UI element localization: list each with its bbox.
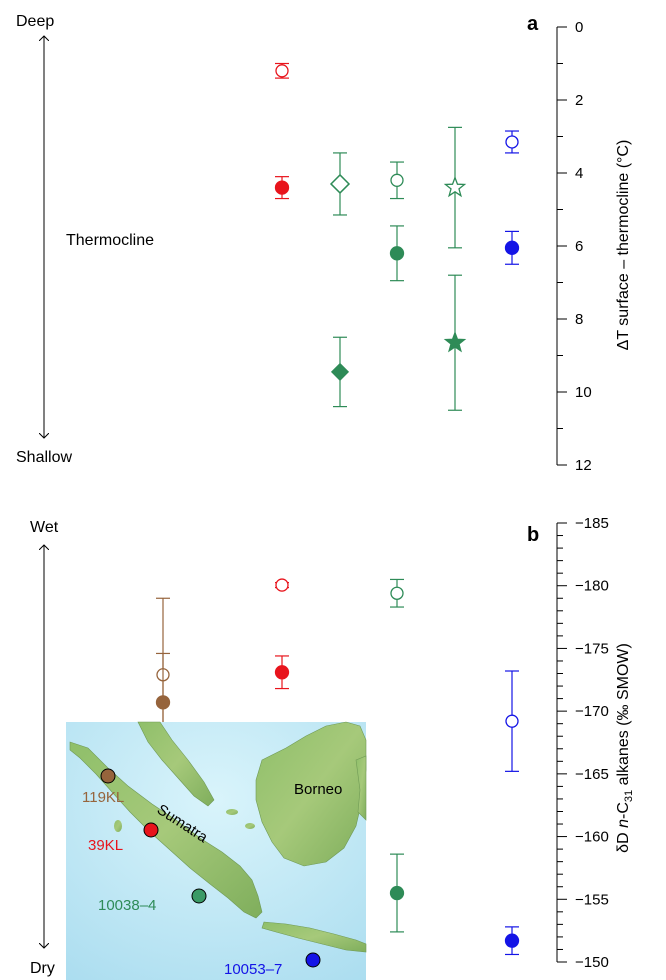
points-a bbox=[274, 62, 520, 411]
data-point-a-6 bbox=[443, 126, 467, 249]
wet-label: Wet bbox=[30, 519, 59, 536]
marker-circle-filled bbox=[389, 246, 405, 261]
marker-diamond-filled bbox=[330, 362, 350, 381]
marker-star-filled bbox=[443, 330, 467, 353]
data-point-b-6 bbox=[505, 670, 519, 772]
site-marker-119kl bbox=[100, 768, 116, 784]
shallow-label: Shallow bbox=[16, 449, 72, 466]
data-point-b-5 bbox=[389, 853, 405, 933]
data-point-a-1 bbox=[274, 176, 290, 200]
marker-circle-filled bbox=[504, 240, 520, 255]
site-marker-10038-4 bbox=[191, 888, 207, 904]
data-point-a-2 bbox=[329, 152, 351, 216]
y-tick-label-b: −185 bbox=[575, 515, 609, 532]
y-axis-label-b: δD n-C31 alkanes (‰ SMOW) bbox=[615, 643, 635, 853]
marker-circle-filled bbox=[274, 180, 290, 195]
data-point-a-3 bbox=[330, 336, 350, 408]
inset-map: Borneo Sumatra 119KL 39KL 10038–4 10053–… bbox=[66, 721, 367, 980]
marker-circle-open bbox=[390, 173, 404, 187]
marker-circle-open bbox=[275, 64, 289, 78]
marker-circle-open bbox=[505, 135, 519, 149]
marker-circle-filled bbox=[389, 885, 405, 901]
deep-label: Deep bbox=[16, 13, 54, 30]
y-tick-label-a: 0 bbox=[575, 19, 583, 36]
thermocline-label: Thermocline bbox=[66, 232, 154, 249]
map-label-borneo: Borneo bbox=[294, 781, 342, 798]
y-tick-label-b: −150 bbox=[575, 954, 609, 971]
y-label-b-n: n bbox=[615, 819, 632, 828]
marker-circle-filled bbox=[155, 695, 171, 710]
data-point-b-7 bbox=[504, 926, 520, 956]
site-marker-39kl bbox=[143, 822, 159, 838]
panel-a-letter: a bbox=[527, 13, 539, 35]
data-point-a-4 bbox=[390, 161, 404, 200]
y-label-b-c: -C bbox=[615, 802, 632, 819]
y-tick-label-b: −155 bbox=[575, 891, 609, 908]
y-axis-label-a: ΔT surface – thermocline (°C) bbox=[615, 140, 632, 351]
y-tick-label-a: 6 bbox=[575, 238, 583, 255]
panel-a: a Deep Shallow Thermocline 0 2 4 6 8 10 12 ΔT … bbox=[16, 13, 632, 474]
y-tick-label-b: −165 bbox=[575, 766, 609, 783]
site-label-10038-4: 10038–4 bbox=[98, 897, 156, 914]
y-label-b-delta: δD bbox=[615, 828, 632, 853]
data-point-b-3 bbox=[274, 655, 290, 690]
site-label-119kl: 119KL bbox=[82, 789, 124, 806]
map-land-sumatra bbox=[69, 741, 263, 919]
map-land-java bbox=[261, 921, 367, 953]
data-point-a-0 bbox=[275, 62, 289, 79]
data-point-a-9 bbox=[504, 230, 520, 265]
site-marker-10053-7 bbox=[305, 952, 321, 968]
y-label-b-sub: 31 bbox=[623, 790, 635, 802]
y-tick-label-a: 12 bbox=[575, 457, 592, 474]
data-point-a-8 bbox=[505, 130, 519, 154]
map-land-borneo bbox=[255, 721, 367, 867]
site-label-39kl: 39KL bbox=[88, 837, 123, 854]
marker-circle-open bbox=[275, 578, 289, 592]
map-land-belitung bbox=[245, 823, 255, 829]
y-axis-b: −185 −180 −175 −170 −165 −160 −155 −150 bbox=[556, 515, 609, 971]
data-point-b-2 bbox=[275, 578, 289, 592]
y-tick-label-a: 8 bbox=[575, 311, 583, 328]
dry-label: Dry bbox=[30, 960, 55, 977]
data-point-a-5 bbox=[389, 225, 405, 282]
map-land-nias bbox=[114, 820, 122, 832]
marker-diamond-open bbox=[329, 173, 351, 195]
marker-circle-filled bbox=[274, 665, 290, 680]
y-label-b-rest: alkanes (‰ SMOW) bbox=[615, 643, 632, 790]
data-point-b-4 bbox=[390, 578, 404, 608]
y-tick-label-a: 2 bbox=[575, 92, 583, 109]
y-tick-label-a: 4 bbox=[575, 165, 583, 182]
y-axis-a: 0 2 4 6 8 10 12 bbox=[556, 19, 592, 474]
site-label-10053-7: 10053–7 bbox=[224, 961, 282, 978]
marker-circle-filled bbox=[504, 933, 520, 948]
marker-circle-open bbox=[390, 586, 404, 600]
panel-b-letter: b bbox=[527, 524, 539, 546]
data-point-a-7 bbox=[443, 274, 467, 411]
y-tick-label-b: −175 bbox=[575, 640, 609, 657]
y-tick-label-b: −160 bbox=[575, 829, 609, 846]
y-tick-label-b: −170 bbox=[575, 703, 609, 720]
map-land-bangka bbox=[226, 809, 238, 815]
marker-circle-open bbox=[505, 714, 519, 728]
marker-star-open bbox=[443, 175, 467, 198]
y-tick-label-b: −180 bbox=[575, 578, 609, 595]
map-land-sulawesi bbox=[355, 755, 367, 821]
map-land-malay-peninsula bbox=[137, 721, 215, 807]
y-tick-label-a: 10 bbox=[575, 384, 592, 401]
